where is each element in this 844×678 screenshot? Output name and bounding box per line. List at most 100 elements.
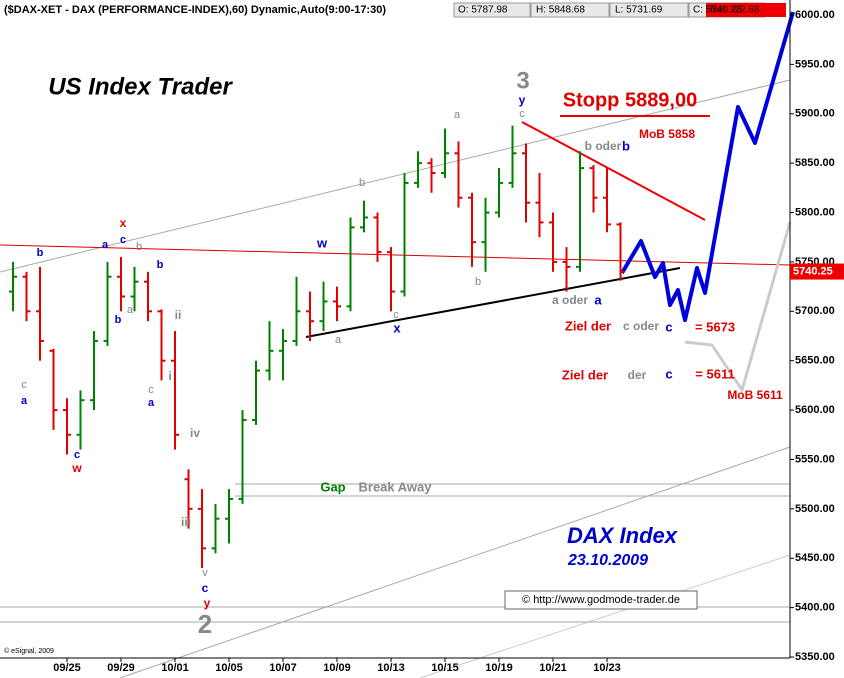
net-box	[766, 3, 786, 17]
annotation: der	[628, 368, 647, 382]
y-tick-label: 5400.00	[795, 602, 835, 614]
annotation: iii	[181, 515, 191, 529]
annotation: Stopp 5889,00	[563, 89, 698, 111]
quote-box	[530, 2, 610, 18]
y-tick-label: 5350.00	[795, 651, 835, 663]
annotation: © eSignal, 2009	[4, 647, 54, 655]
annotation: = 5673	[695, 319, 735, 334]
annotation: c	[393, 309, 399, 321]
annotation: c	[120, 234, 126, 246]
annotation: b	[115, 314, 122, 326]
url-box	[504, 590, 698, 610]
annotation: y	[204, 596, 211, 610]
annotation: Ziel der	[562, 367, 608, 382]
annotation: c	[202, 581, 209, 595]
annotation: a oder	[552, 293, 588, 307]
annotation: Gap	[320, 479, 345, 494]
x-tick-label: 10/07	[269, 662, 297, 674]
y-tick-label: 5850.00	[795, 157, 835, 169]
last-price-box	[790, 263, 844, 280]
x-tick-label: 10/21	[539, 662, 567, 674]
annotation: i	[168, 369, 171, 383]
channel-line	[0, 79, 791, 273]
annotation: b oder	[585, 139, 622, 153]
y-tick-label: 5600.00	[795, 404, 835, 416]
annotation: c	[74, 449, 80, 461]
chart-title: ($DAX-XET - DAX (PERFORMANCE-INDEX),60) …	[4, 4, 386, 16]
annotation: c	[148, 384, 154, 396]
annotation: a	[21, 395, 28, 407]
resistance-line	[0, 244, 791, 266]
y-tick-label: 5650.00	[795, 355, 835, 367]
y-tick-label: 5500.00	[795, 503, 835, 515]
annotation: x	[120, 216, 127, 230]
triangle-line	[521, 121, 706, 221]
annotation: = 5611	[695, 366, 734, 381]
annotation: a	[335, 334, 342, 346]
annotation: © http://www.godmode-trader.de	[522, 594, 680, 606]
annotation: b	[37, 247, 44, 259]
x-tick-label: 10/05	[215, 662, 243, 674]
annotation: a	[594, 292, 602, 307]
quote-high: H: 5848.68	[536, 5, 585, 16]
annotation: DAX Index	[567, 523, 678, 548]
annotation: 2	[198, 609, 212, 639]
projection	[620, 11, 795, 322]
last-price-label: 5740.25	[793, 265, 833, 277]
x-tick-label: 10/23	[593, 662, 621, 674]
annotation: c	[665, 366, 672, 381]
quote-low: L: 5731.69	[615, 5, 663, 16]
annotation: v	[202, 567, 208, 579]
annotation: b	[136, 241, 142, 253]
y-tick-label: 5800.00	[795, 206, 835, 218]
quote-open: O: 5787.98	[458, 5, 508, 16]
quote-box	[609, 2, 689, 18]
annotation: a	[102, 239, 109, 251]
annotation: 3	[516, 67, 529, 94]
drawings	[0, 11, 795, 678]
annotation: Break Away	[359, 479, 433, 494]
x-tick-label: 10/15	[431, 662, 459, 674]
y-tick-label: 5550.00	[795, 453, 835, 465]
annotation: c oder	[623, 319, 659, 333]
annotation: x	[393, 320, 401, 335]
net-box	[706, 3, 766, 17]
x-tick-label: 10/01	[161, 662, 189, 674]
annotation: b	[475, 276, 481, 288]
channel-line	[119, 446, 791, 678]
price-bars	[9, 125, 625, 569]
annotation: MoB 5611	[727, 388, 783, 402]
x-tick-label: 09/29	[107, 662, 135, 674]
x-tick-label: 10/09	[323, 662, 351, 674]
x-tick-label: 09/25	[53, 662, 81, 674]
quote-net: Net: -22.68	[710, 5, 760, 16]
annotation: 23.10.2009	[567, 552, 648, 569]
annotation: c	[519, 108, 525, 120]
annotation: c	[21, 379, 27, 391]
quote-box	[453, 2, 531, 18]
annotation: b	[157, 259, 164, 271]
quote-close: C: 5740.25	[693, 5, 742, 16]
annotation: y	[519, 93, 526, 107]
annotation: c	[665, 319, 672, 334]
annotation: w	[316, 235, 328, 250]
y-tick-label: 5900.00	[795, 108, 835, 120]
annotation: b	[359, 177, 365, 189]
y-tick-label: 5450.00	[795, 552, 835, 564]
projection-alt	[684, 221, 792, 394]
y-tick-label: 6000.00	[795, 9, 835, 21]
annotation: w	[71, 461, 82, 475]
annotation: Ziel der	[565, 318, 611, 333]
annotation: MoB 5858	[639, 127, 695, 141]
annotation: ii	[175, 308, 182, 322]
trend-line	[305, 267, 681, 338]
annotation: iv	[190, 426, 200, 440]
y-tick-label: 5950.00	[795, 58, 835, 70]
annotation: a	[148, 397, 155, 409]
annotation: US Index Trader	[48, 73, 233, 100]
y-tick-label: 5700.00	[795, 305, 835, 317]
annotation: a	[127, 304, 134, 316]
